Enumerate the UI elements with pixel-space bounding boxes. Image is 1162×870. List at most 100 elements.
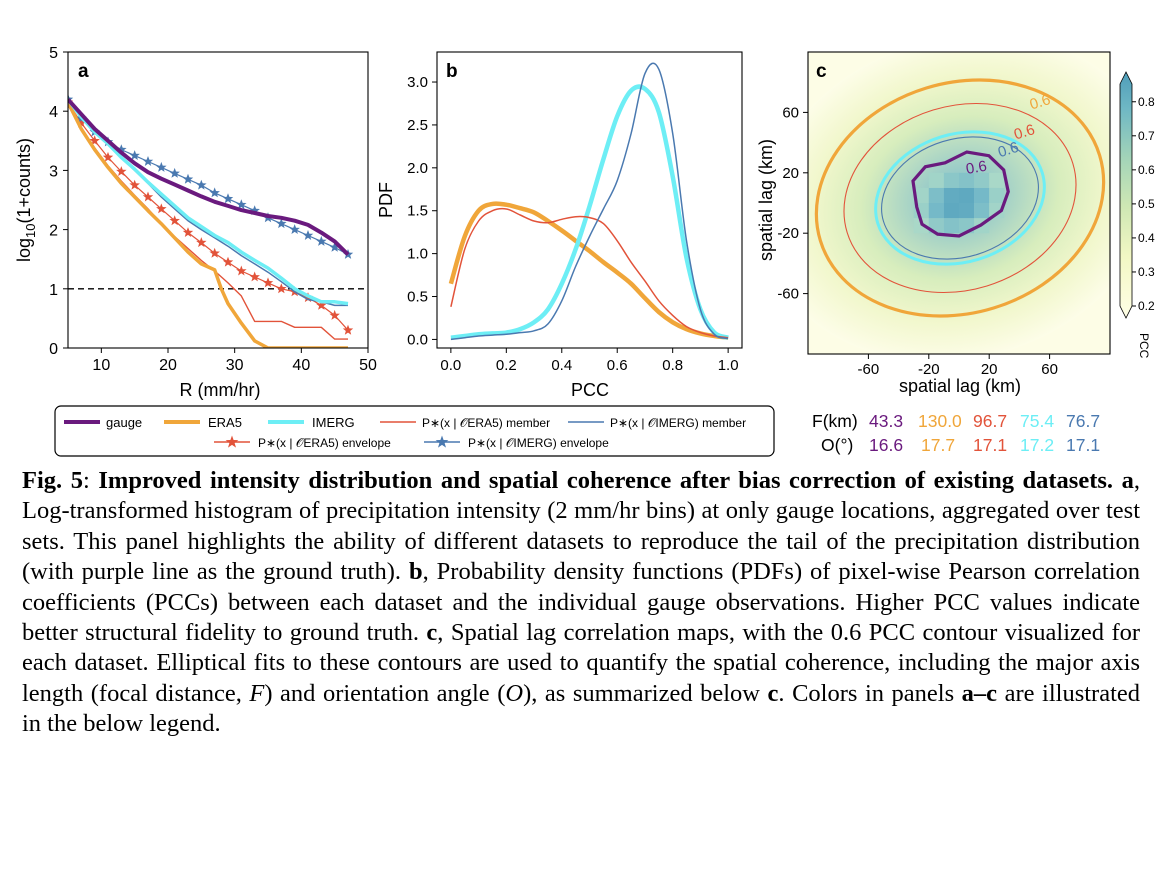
panel-a-xtick-label: 30 (226, 357, 244, 374)
panel-a-ytick-label: 4 (49, 104, 58, 121)
panel-a-marker-p-x-era5-envelope (76, 117, 87, 128)
colorbar-tick-label: 0.6 (1138, 163, 1155, 177)
panel-a-ylabel-rest: (1+counts) (14, 138, 34, 224)
panel-a-letter: a (78, 61, 89, 82)
panel-c-xtick-label: -60 (858, 361, 880, 378)
panel-a-line-era5 (68, 101, 348, 348)
panel-b-xtick-label: 0.2 (496, 357, 517, 374)
colorbar-ticks: 0.2 0.3 0.4 0.5 0.6 0.7 0.8 (1132, 95, 1155, 313)
panel-c-ticks: -60 -20 20 60 60 20 -20 -60 (777, 104, 1058, 378)
panel-a-frame (67, 51, 369, 349)
panel-a-marker-p-x-imerg-envelope (169, 167, 180, 178)
panel-a-ylabel-log: log (14, 238, 34, 262)
panel-b-ytick-label: 2.5 (407, 117, 428, 134)
caption-range: a–c (961, 679, 998, 707)
panel-c-contour-labels: 0.6 0.6 0.6 0.6 (965, 91, 1053, 178)
caption-c-text5: are illustrated in the below legend. (22, 679, 1141, 738)
caption-c-O: O (505, 679, 524, 707)
panel-b-ytick-label: 3.0 (407, 74, 428, 91)
panel-c-ytick-label: 60 (782, 104, 799, 121)
legend-label-era5-member: P∗(x | 𝒪ERA5) member (422, 416, 550, 430)
panel-a-marker-p-x-era5-envelope (222, 256, 234, 267)
colorbar-label: PCC (1137, 333, 1151, 359)
panel-a-xtick-label: 20 (159, 357, 177, 374)
panel-a-marker-p-x-imerg-envelope (182, 173, 194, 184)
panel-a-series (68, 93, 368, 348)
panel-b-ytick-label: 2.0 (407, 160, 428, 177)
panel-b-series (448, 62, 729, 341)
ellipse-summary: F(km) 43.3 130.0 96.7 75.4 76.7 O(°) 16.… (812, 411, 1100, 455)
panel-a-marker-p-x-era5-envelope (182, 227, 194, 237)
panel-b-line-era5 (448, 201, 729, 340)
panel-c: 0.6 0.6 0.6 0.6 -60 -20 20 60 60 20 -20 -60 c s… (756, 51, 1155, 396)
contour-gauge (911, 150, 1010, 238)
panel-a-ytick-label: 5 (49, 45, 58, 62)
summary-o-imerg-member: 17.1 (1066, 435, 1100, 455)
summary-f-imerg: 75.4 (1020, 411, 1054, 431)
panel-a-marker-p-x-imerg-envelope (316, 235, 327, 246)
panel-c-pixel (989, 187, 1005, 203)
panel-c-pixel (989, 203, 1005, 219)
contour-era5-member (843, 102, 1077, 294)
panel-a-ytick-label: 1 (49, 282, 58, 299)
panel-c-pixel (928, 172, 944, 188)
panel-a-marker-p-x-era5-envelope (196, 237, 207, 248)
panel-a-marker-p-x-imerg-envelope (222, 193, 234, 204)
panel-c-pixel (943, 172, 959, 188)
panel-c-pixel (913, 187, 929, 203)
panel-b: 0.0 0.2 0.4 0.6 0.8 1.00.00.51.01.52.02.53.0 … (376, 51, 743, 400)
panel-c-pixel (943, 218, 959, 234)
panel-c-xtick-label: 60 (1041, 361, 1058, 378)
panel-b-frame (436, 51, 743, 349)
summary-o-gauge: 16.6 (869, 435, 903, 455)
panel-b-xtick-label: 0.8 (662, 357, 683, 374)
contour-label-era5: 0.6 (1028, 91, 1053, 113)
panel-a-marker-p-x-era5-envelope (329, 309, 340, 320)
panel-a-xtick-label: 10 (92, 357, 110, 374)
panel-c-ylabel: spatial lag (km) (756, 139, 776, 261)
panel-b-ticks: 0.0 0.2 0.4 0.6 0.8 1.0 0.0 0.5 1.0 1.5 2.0 2.5 3.0 (407, 74, 738, 374)
panel-b-xtick-label: 1.0 (718, 357, 739, 374)
contour-era5 (814, 78, 1106, 318)
panel-c-pixel (928, 187, 944, 203)
panel-c-xtick-label: 20 (981, 361, 998, 378)
panel-a-ticks: 10 20 30 40 50 0 1 2 3 4 5 (49, 45, 377, 374)
panel-c-map: 0.6 0.6 0.6 0.6 (808, 52, 1110, 354)
panel-c-pixel (943, 187, 959, 203)
panel-c-letter: c (816, 61, 827, 82)
panel-a-marker-p-x-era5-envelope (209, 247, 220, 258)
legend-label-era5-envelope: P∗(x | 𝒪ERA5) envelope (258, 436, 391, 450)
panel-a-marker-p-x-era5-envelope (129, 179, 140, 190)
panel-a-marker-p-x-era5-envelope (249, 271, 260, 282)
panel-c-pixel (959, 172, 975, 188)
summary-f-era5-member: 96.7 (973, 411, 1007, 431)
panel-a-marker-p-x-imerg-envelope (276, 218, 287, 229)
colorbar-tick-label: 0.2 (1138, 299, 1155, 313)
colorbar-tick-label: 0.3 (1138, 265, 1155, 279)
panel-a-ylabel: log10(1+counts) (14, 138, 38, 262)
colorbar-tick-label: 0.5 (1138, 197, 1155, 211)
panel-a-marker-p-x-imerg-envelope (209, 187, 220, 198)
legend-label-imerg-member: P∗(x | 𝒪IMERG) member (610, 416, 746, 430)
panel-a-marker-p-x-era5-envelope (156, 203, 167, 214)
panel-c-frame (807, 51, 1111, 355)
panel-a-marker-p-x-imerg-envelope (289, 224, 300, 234)
panel-b-letter: b (446, 61, 458, 82)
panel-a-marker-p-x-era5-envelope (262, 277, 274, 288)
panel-c-pixel (943, 203, 959, 219)
caption-colon: : (82, 467, 90, 494)
legend-label-gauge: gauge (106, 415, 142, 430)
panel-c-pixel (989, 172, 1005, 188)
panel-a-marker-p-x-era5-envelope (142, 191, 154, 202)
summary-o-era5: 17.7 (921, 435, 955, 455)
panel-a-marker-p-x-imerg-envelope (236, 199, 247, 210)
figure-caption: Fig. 5: Improved intensity distribution … (22, 466, 1140, 740)
panel-b-ytick-label: 0.0 (407, 331, 428, 348)
colorbar-gradient (1119, 71, 1133, 319)
panel-b-ytick-label: 1.0 (407, 246, 428, 263)
legend-star-era5 (225, 435, 239, 448)
contour-label-gauge: 0.6 (965, 158, 988, 178)
panel-a-marker-p-x-imerg-envelope (156, 161, 167, 172)
panel-b-ytick-label: 1.5 (407, 203, 428, 220)
panel-b-ylabel: PDF (376, 182, 396, 218)
